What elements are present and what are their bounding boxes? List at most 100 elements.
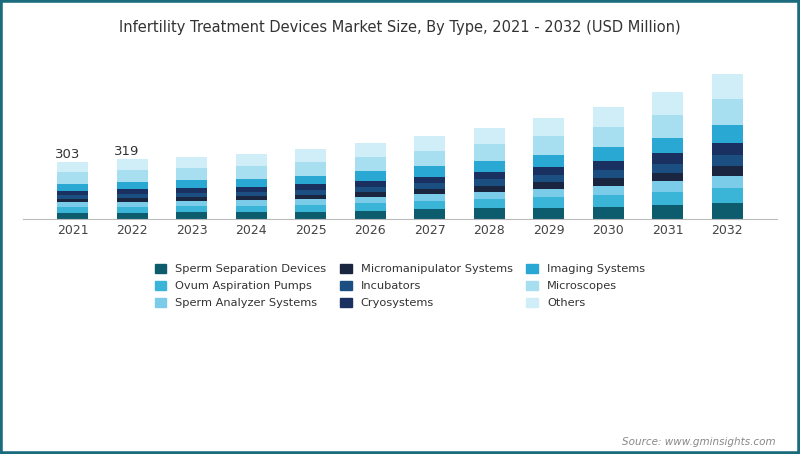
- Bar: [593, 147, 624, 161]
- Bar: [354, 181, 386, 187]
- Bar: [593, 170, 624, 178]
- Bar: [652, 181, 683, 192]
- Text: 319: 319: [114, 145, 140, 158]
- Bar: [712, 176, 742, 188]
- Bar: [58, 199, 88, 202]
- Bar: [712, 203, 742, 219]
- Bar: [534, 167, 564, 175]
- Bar: [354, 143, 386, 157]
- Bar: [474, 199, 505, 208]
- Bar: [236, 192, 266, 196]
- Bar: [117, 194, 148, 198]
- Bar: [414, 151, 446, 167]
- Bar: [117, 198, 148, 202]
- Bar: [712, 188, 742, 203]
- Bar: [176, 181, 207, 188]
- Bar: [652, 138, 683, 153]
- Bar: [414, 136, 446, 151]
- Bar: [58, 172, 88, 183]
- Bar: [593, 127, 624, 147]
- Bar: [593, 207, 624, 219]
- Bar: [652, 205, 683, 219]
- Bar: [414, 209, 446, 219]
- Bar: [58, 213, 88, 219]
- Bar: [176, 207, 207, 212]
- Bar: [354, 211, 386, 219]
- Bar: [117, 170, 148, 182]
- Bar: [236, 187, 266, 192]
- Bar: [534, 183, 564, 189]
- Bar: [414, 183, 446, 189]
- Bar: [474, 128, 505, 144]
- Bar: [652, 114, 683, 138]
- Bar: [236, 212, 266, 219]
- Bar: [712, 143, 742, 155]
- Bar: [534, 136, 564, 155]
- Title: Infertility Treatment Devices Market Size, By Type, 2021 - 2032 (USD Million): Infertility Treatment Devices Market Siz…: [119, 20, 681, 35]
- Bar: [58, 191, 88, 195]
- Bar: [652, 153, 683, 163]
- Bar: [354, 171, 386, 181]
- Bar: [474, 192, 505, 199]
- Bar: [176, 193, 207, 197]
- Bar: [58, 162, 88, 172]
- Bar: [652, 192, 683, 205]
- Bar: [414, 167, 446, 177]
- Bar: [354, 157, 386, 171]
- Bar: [354, 197, 386, 203]
- Bar: [534, 197, 564, 207]
- Bar: [236, 196, 266, 200]
- Bar: [593, 195, 624, 207]
- Bar: [176, 197, 207, 201]
- Bar: [176, 188, 207, 193]
- Bar: [474, 144, 505, 161]
- Bar: [295, 212, 326, 219]
- Bar: [295, 184, 326, 190]
- Bar: [117, 182, 148, 189]
- Bar: [117, 212, 148, 219]
- Bar: [474, 161, 505, 173]
- Bar: [593, 178, 624, 186]
- Text: 303: 303: [55, 148, 80, 161]
- Bar: [593, 186, 624, 195]
- Bar: [534, 207, 564, 219]
- Bar: [652, 173, 683, 181]
- Bar: [474, 186, 505, 192]
- Bar: [354, 192, 386, 197]
- Bar: [117, 202, 148, 207]
- Bar: [474, 208, 505, 219]
- Bar: [354, 187, 386, 192]
- Bar: [58, 207, 88, 213]
- Bar: [593, 107, 624, 127]
- Bar: [534, 155, 564, 167]
- Bar: [414, 177, 446, 183]
- Bar: [58, 202, 88, 207]
- Bar: [414, 189, 446, 194]
- Bar: [593, 161, 624, 170]
- Bar: [176, 201, 207, 207]
- Bar: [652, 163, 683, 173]
- Bar: [652, 92, 683, 114]
- Bar: [414, 194, 446, 201]
- Legend: Sperm Separation Devices, Ovum Aspiration Pumps, Sperm Analyzer Systems, Microma: Sperm Separation Devices, Ovum Aspiratio…: [150, 259, 650, 312]
- Bar: [176, 157, 207, 168]
- Bar: [236, 166, 266, 179]
- Text: Source: www.gminsights.com: Source: www.gminsights.com: [622, 437, 776, 447]
- Bar: [712, 74, 742, 99]
- Bar: [295, 190, 326, 195]
- Bar: [712, 166, 742, 176]
- Bar: [414, 201, 446, 209]
- Bar: [58, 195, 88, 199]
- Bar: [58, 183, 88, 191]
- Bar: [295, 205, 326, 212]
- Bar: [236, 154, 266, 166]
- Bar: [236, 179, 266, 187]
- Bar: [712, 125, 742, 143]
- Bar: [295, 176, 326, 184]
- Bar: [354, 203, 386, 211]
- Bar: [117, 207, 148, 212]
- Bar: [176, 168, 207, 181]
- Bar: [295, 162, 326, 176]
- Bar: [534, 118, 564, 136]
- Bar: [295, 149, 326, 162]
